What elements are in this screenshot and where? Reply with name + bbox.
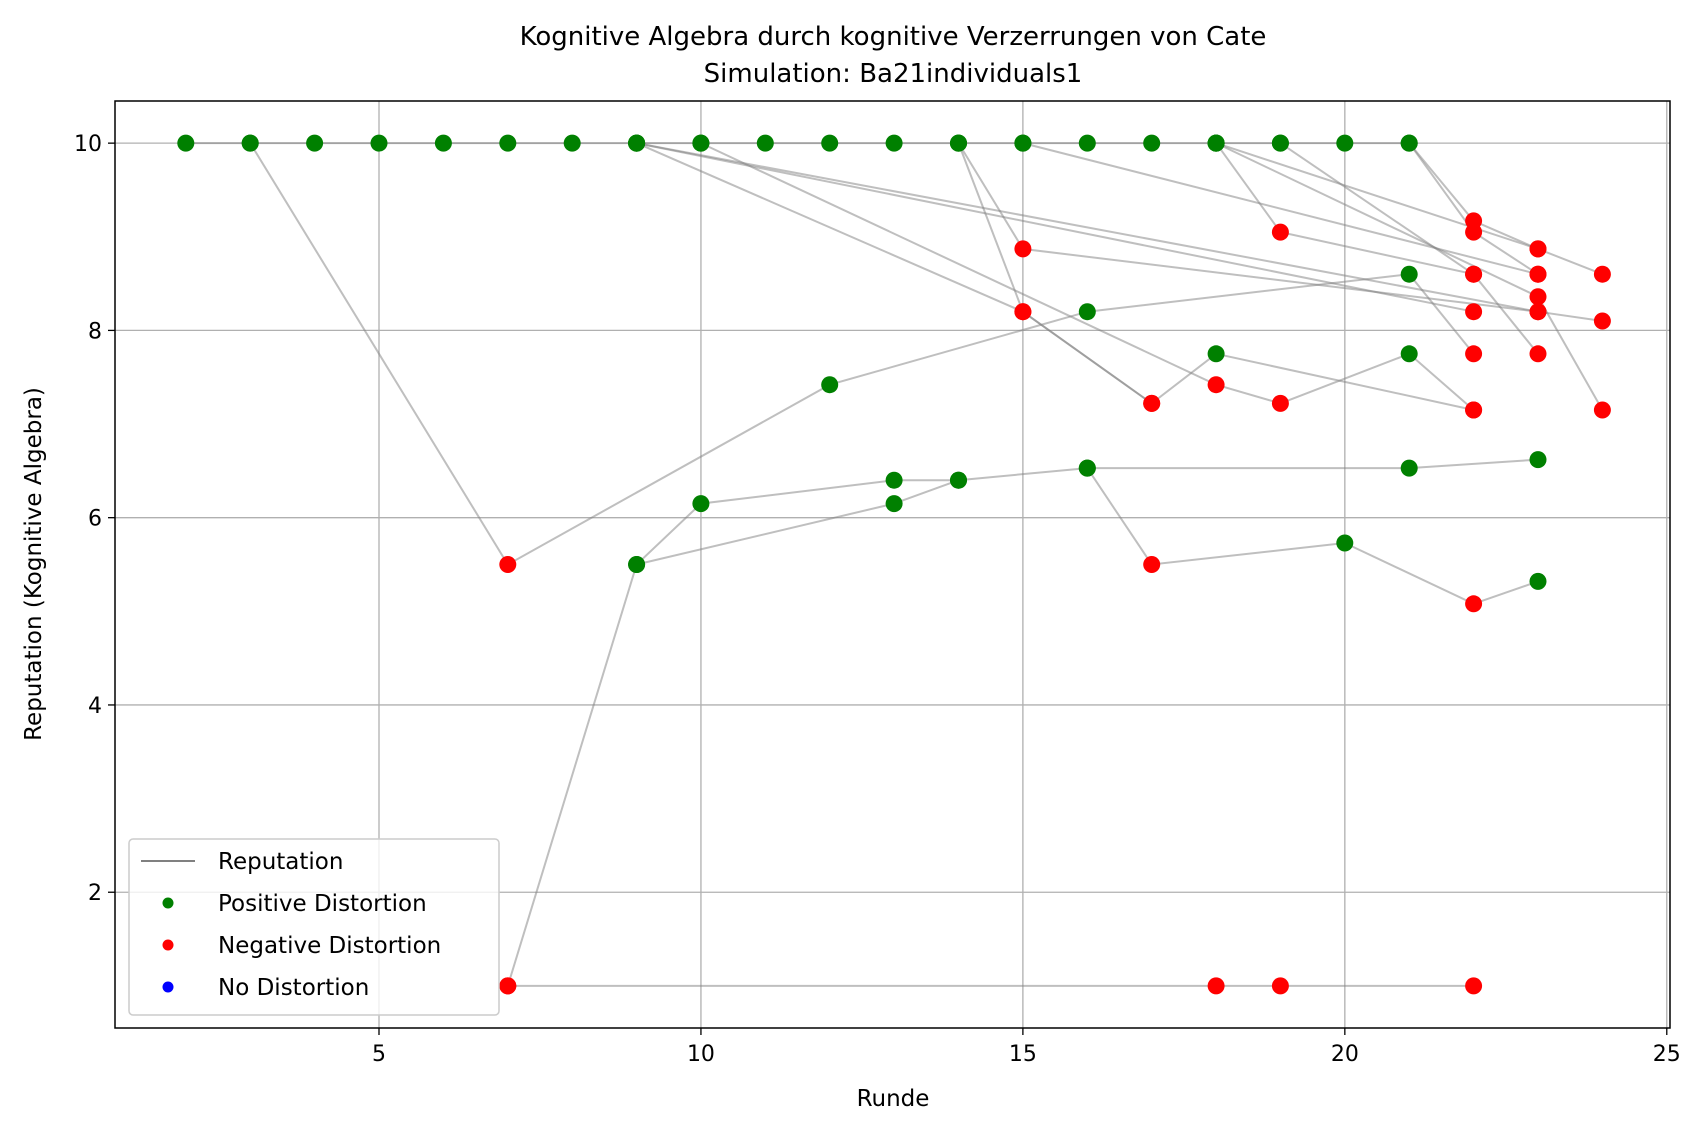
- positive-distortion-point: [821, 376, 839, 394]
- reputation-line: [636, 142, 1474, 313]
- x-tick-label: 15: [1009, 1042, 1037, 1067]
- negative-distortion-point: [1271, 394, 1289, 412]
- x-tick-label: 5: [372, 1042, 386, 1067]
- positive-distortion-point: [1400, 459, 1418, 477]
- reputation-line: [1279, 142, 1475, 276]
- positive-distortion-point: [692, 495, 710, 513]
- reputation-line: [506, 458, 1539, 987]
- negative-distortion-point: [1593, 312, 1611, 330]
- negative-distortion-point: [1271, 223, 1289, 241]
- positive-distortion-point: [1400, 345, 1418, 363]
- negative-distortion-point: [1014, 303, 1032, 321]
- y-tick-label: 4: [88, 694, 102, 719]
- positive-distortion-point: [241, 134, 259, 152]
- positive-distortion-point: [177, 134, 195, 152]
- positive-distortion-point: [370, 134, 388, 152]
- positive-distortion-point: [1336, 134, 1354, 152]
- positive-distortion-point: [1078, 459, 1096, 477]
- positive-distortion-point: [628, 134, 646, 152]
- positive-distortion-point: [563, 134, 581, 152]
- positive-distortion-point: [885, 495, 903, 513]
- positive-distortion-point: [1078, 134, 1096, 152]
- y-tick-label: 10: [74, 132, 102, 157]
- legend-label-positive: Positive Distortion: [218, 891, 427, 917]
- x-axis-label: Runde: [857, 1086, 930, 1112]
- positive-distortion-point: [885, 134, 903, 152]
- reputation-line: [1022, 142, 1539, 276]
- positive-distortion-point: [499, 134, 517, 152]
- positive-distortion-point: [821, 134, 839, 152]
- negative-distortion-point: [1465, 345, 1483, 363]
- x-tick-label: 20: [1331, 1042, 1359, 1067]
- x-axis-ticks: 5 10 15 20 25: [372, 1028, 1681, 1067]
- negative-distortion-point: [1465, 595, 1483, 613]
- negative-distortion-point: [1529, 345, 1547, 363]
- negative-distortion-point: [1593, 265, 1611, 283]
- legend-dot-positive: [162, 897, 174, 909]
- reputation-line: [185, 142, 1539, 276]
- negative-distortion-point: [1529, 265, 1547, 283]
- positive-distortion-point: [1336, 534, 1354, 552]
- positive-distortion-point: [628, 556, 646, 573]
- positive-distortion-point: [1207, 345, 1225, 363]
- positive-distortion-point: [1014, 134, 1032, 152]
- plot-frame: [114, 100, 1671, 1029]
- positive-distortion-point: [1271, 134, 1289, 152]
- negative-distortion-point: [1207, 376, 1225, 394]
- positive-distortion-point: [306, 134, 324, 152]
- legend-label-none: No Distortion: [218, 975, 369, 1001]
- legend-box: [128, 838, 500, 1016]
- negative-distortion-point: [1465, 401, 1483, 419]
- y-tick-label: 8: [88, 319, 102, 344]
- negative-distortion-point: [1143, 556, 1161, 573]
- legend-dot-none: [162, 981, 174, 993]
- chart-subtitle: Simulation: Ba21individuals1: [704, 59, 1083, 89]
- negative-distortion-point: [1465, 977, 1483, 995]
- positive-distortion-point: [692, 134, 710, 152]
- positive-distortion-point: [1207, 134, 1225, 152]
- y-axis-label: Reputation (Kognitive Algebra): [21, 387, 47, 741]
- positive-distortion-point: [1400, 265, 1418, 283]
- positive-distortion-point: [1143, 134, 1161, 152]
- positive-distortion-point: [950, 134, 967, 152]
- negative-distortion-point: [1014, 240, 1032, 258]
- negative-distortion-point: [1529, 288, 1547, 306]
- negative-distortion-point: [1529, 303, 1547, 321]
- legend-label-reputation: Reputation: [218, 849, 343, 875]
- positive-distortion-point: [434, 134, 452, 152]
- negative-distortion-point: [1207, 977, 1225, 995]
- positive-distortion-point: [950, 471, 967, 489]
- positive-distortion-point: [1529, 572, 1547, 590]
- y-tick-label: 6: [88, 507, 102, 532]
- positive-distortion-point: [1529, 451, 1547, 469]
- y-tick-label: 2: [88, 881, 102, 906]
- negative-distortion-point: [499, 977, 517, 995]
- negative-distortion-point: [1271, 977, 1289, 995]
- x-tick-label: 25: [1653, 1042, 1681, 1067]
- positive-distortion-point: [885, 471, 903, 489]
- negative-distortion-point: [499, 556, 517, 573]
- negative-distortion-point: [1465, 303, 1483, 321]
- legend-dot-negative: [162, 939, 174, 951]
- legend-label-negative: Negative Distortion: [218, 933, 441, 959]
- chart-title: Kognitive Algebra durch kognitive Verzer…: [520, 22, 1267, 52]
- positive-distortion-point: [1078, 303, 1096, 321]
- positive-distortion-point: [1400, 134, 1418, 152]
- y-axis-ticks: 2 4 6 8 10: [74, 132, 115, 906]
- negative-distortion-point: [1465, 212, 1483, 230]
- distortion-points: [177, 134, 1611, 995]
- positive-distortion-point: [756, 134, 774, 152]
- reputation-line: [1215, 142, 1539, 355]
- negative-distortion-point: [1529, 240, 1547, 258]
- legend: Reputation Positive Distortion Negative …: [128, 838, 500, 1016]
- x-tick-label: 10: [687, 1042, 715, 1067]
- negative-distortion-point: [1143, 394, 1161, 412]
- reputation-line: [249, 142, 1475, 566]
- negative-distortion-point: [1593, 401, 1611, 419]
- negative-distortion-point: [1465, 265, 1483, 283]
